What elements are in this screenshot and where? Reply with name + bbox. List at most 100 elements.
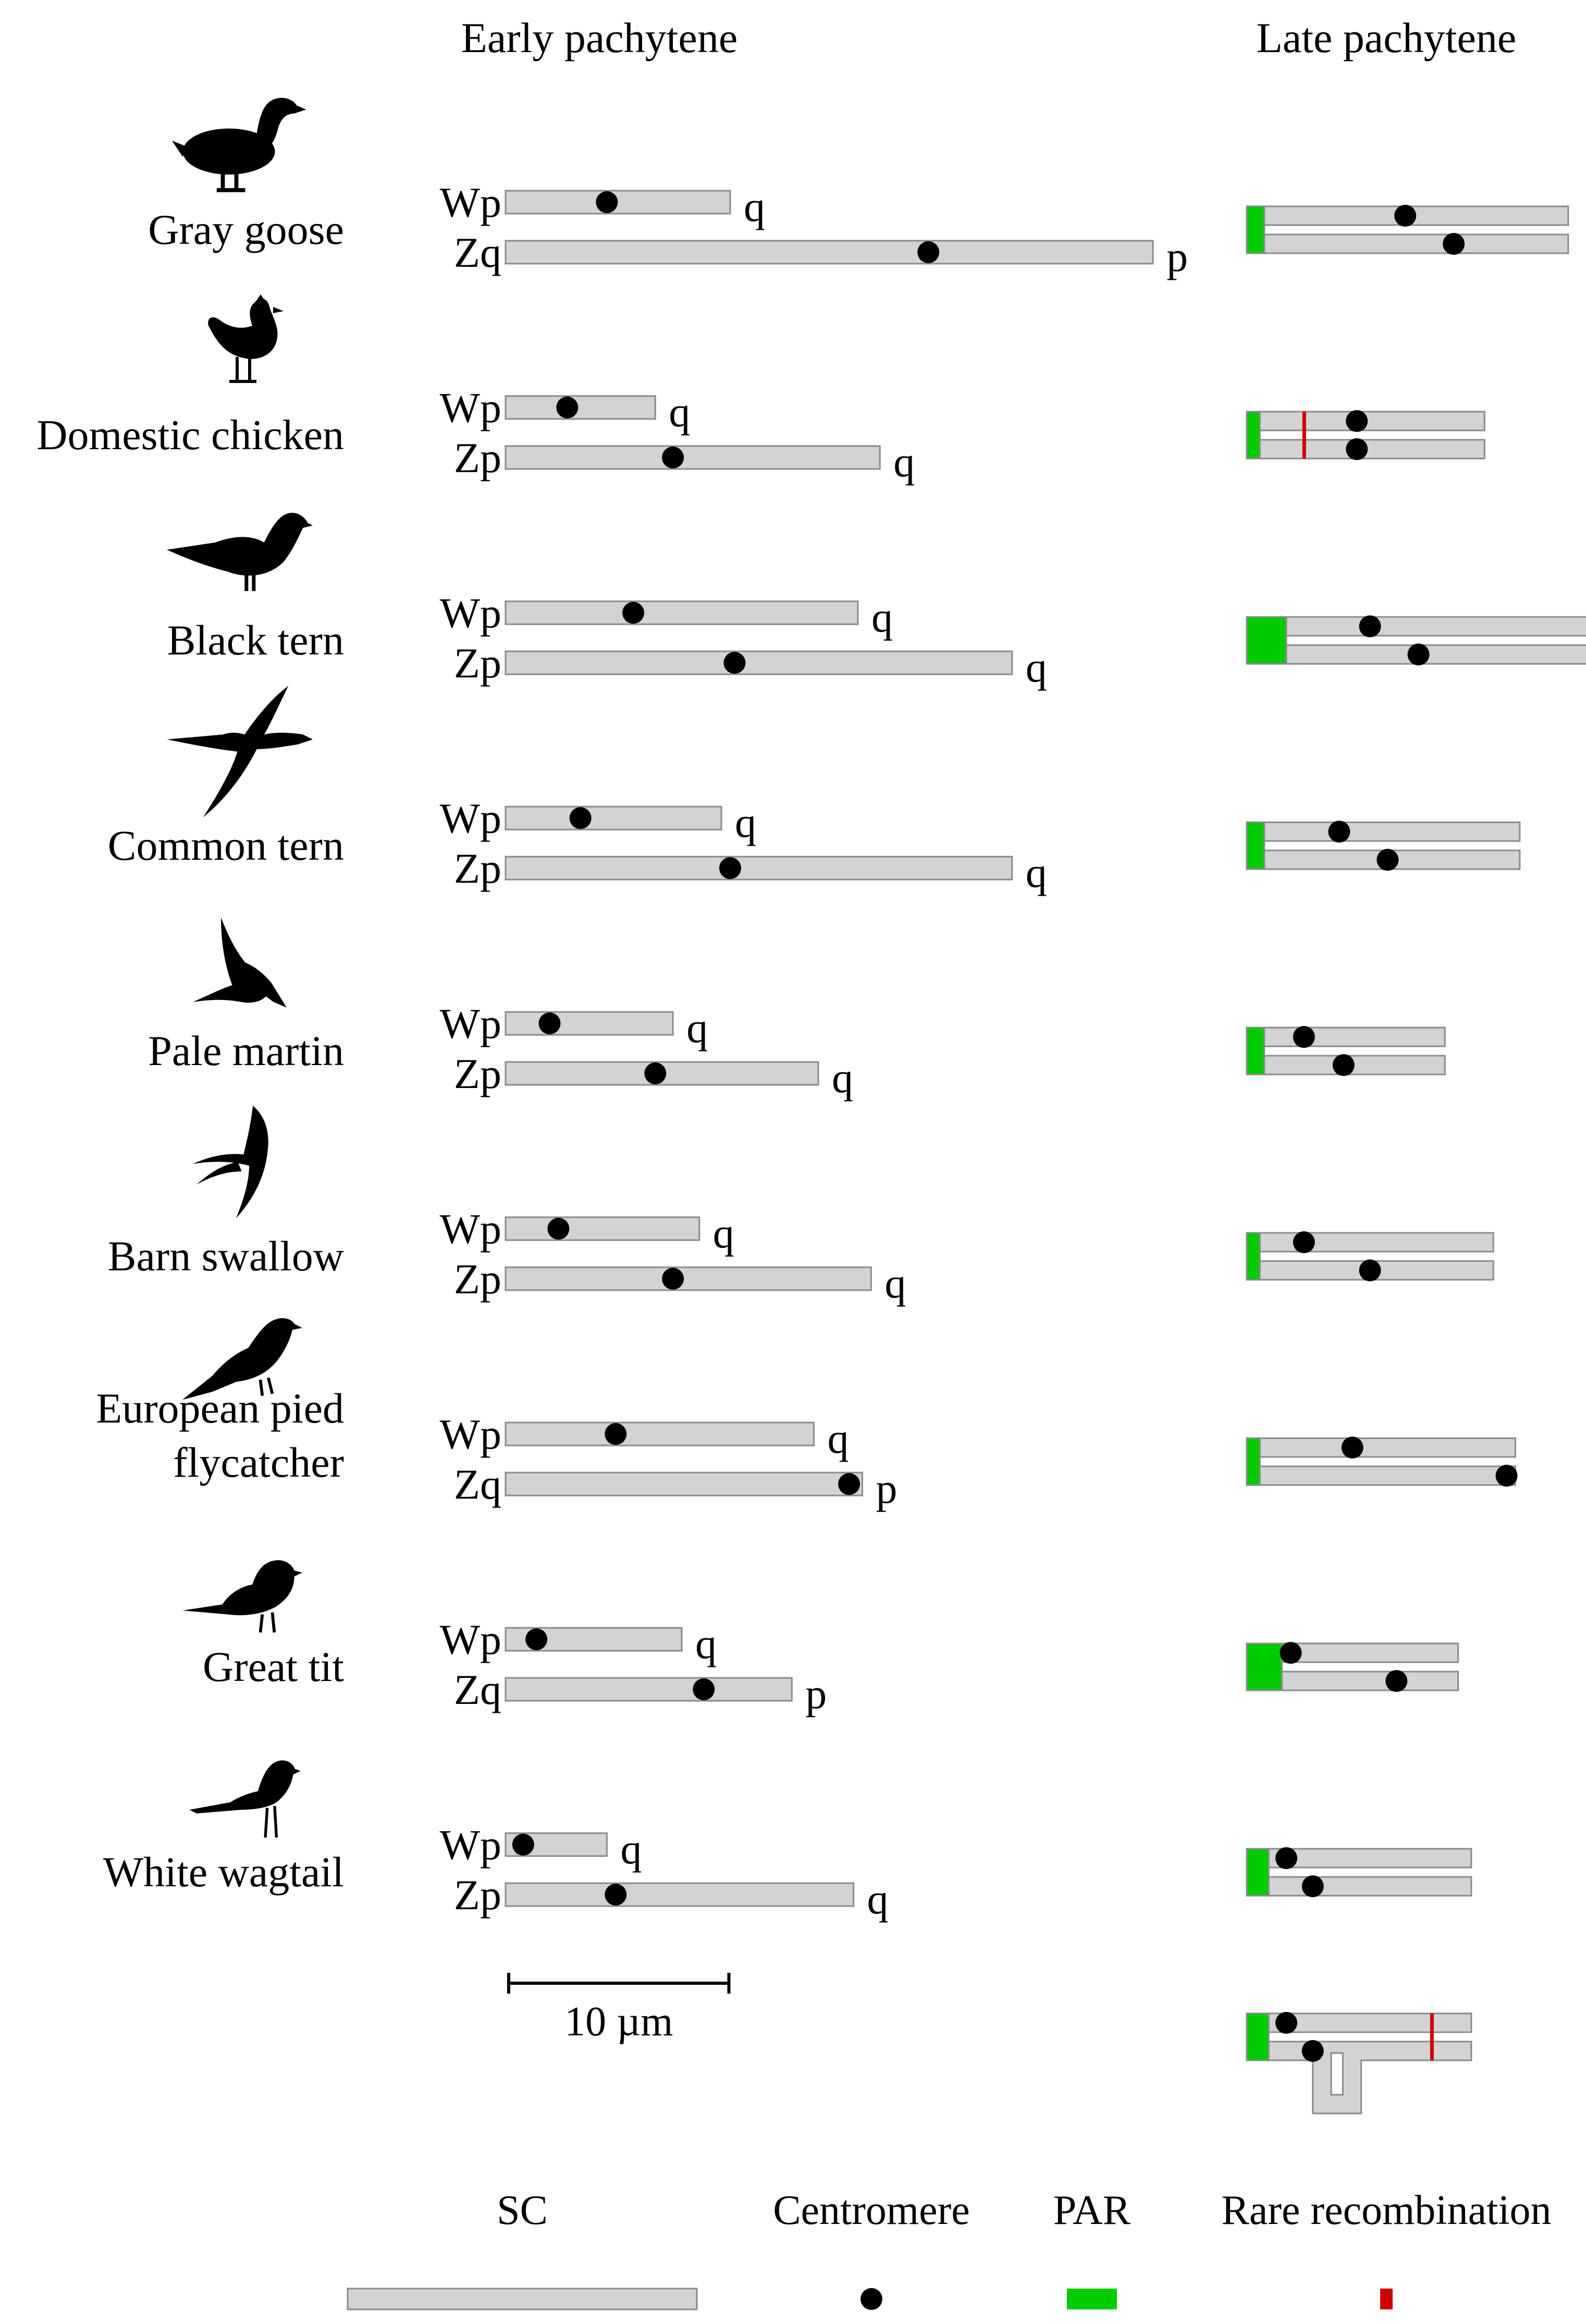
z-arm-end-label: q: [893, 438, 915, 486]
late-w-centromere-dot: [1293, 1026, 1315, 1048]
late-w-centromere-dot: [1341, 1437, 1363, 1458]
late-z-centromere-dot: [1332, 1054, 1355, 1076]
par-region: [1246, 1848, 1270, 1897]
barn-swallow-silhouette-icon: [193, 1106, 268, 1218]
z-arm-end-label: p: [1166, 233, 1188, 280]
species-row: European pied flycatcher Wp q Zq p: [96, 1318, 1518, 1512]
common-tern-silhouette-icon: [167, 686, 313, 818]
header-early-pachytene: Early pachytene: [461, 14, 737, 61]
z-centromere-dot: [644, 1062, 667, 1084]
w-arm-end-label: q: [828, 1415, 849, 1462]
z-chromosome-label: Zp: [454, 1255, 501, 1303]
legend-centromere-swatch: [860, 2288, 882, 2310]
z-centromere-dot: [693, 1678, 715, 1700]
w-arm-end-label: q: [669, 388, 690, 436]
legend-label: SC: [497, 2187, 548, 2233]
species-name: Domestic chicken: [36, 411, 344, 459]
late-z-centromere-dot: [1443, 233, 1465, 255]
w-centromere-dot: [605, 1423, 627, 1445]
w-chromosome-label: Wp: [440, 795, 501, 842]
species-name: European pied: [96, 1384, 344, 1432]
w-arm-end-label: q: [871, 594, 893, 641]
late-z-centromere-dot: [1359, 1259, 1381, 1281]
late-w-bar: [1246, 1437, 1516, 1458]
late-pachytene-loop-diagram: [1246, 2012, 1472, 2115]
w-chromosome-label: Wp: [440, 1821, 501, 1869]
z-synaptonemal-complex-bar: [505, 1266, 872, 1291]
late-z-centromere-dot: [1346, 438, 1368, 460]
species-name: Pale martin: [148, 1027, 344, 1074]
species-row: Great tit Wp q Zq p: [182, 1560, 1459, 1717]
header-late-pachytene: Late pachytene: [1257, 14, 1517, 61]
late-w-bar: [1246, 616, 1586, 637]
par-region: [1246, 2012, 1270, 2061]
legend-label: Rare recombination: [1221, 2187, 1551, 2233]
late-w-centromere-dot: [1394, 205, 1417, 227]
late-w-centromere-dot: [1359, 615, 1381, 637]
w-arm-end-label: q: [695, 1620, 717, 1667]
z-synaptonemal-complex-bar: [505, 650, 1013, 675]
legend-par-swatch: [1067, 2289, 1117, 2309]
goose-silhouette-icon: [172, 97, 306, 192]
loop-z-bar: [1246, 2041, 1472, 2115]
white-wagtail-silhouette-icon: [189, 1760, 300, 1837]
late-z-centromere-dot: [1376, 849, 1399, 871]
late-w-bar: [1246, 1232, 1494, 1253]
species-row: Black tern Wp q Zp q: [167, 513, 1586, 691]
late-w-bar: [1246, 1027, 1446, 1047]
species-name: Great tit: [203, 1643, 344, 1690]
w-centromere-dot: [538, 1012, 561, 1034]
z-centromere-dot: [662, 1268, 684, 1290]
loop-w-centromere-dot: [1275, 2012, 1298, 2034]
late-z-centromere-dot: [1407, 644, 1430, 665]
late-z-bar: [1246, 1876, 1472, 1897]
w-chromosome-label: Wp: [440, 1411, 501, 1458]
late-w-centromere-dot: [1293, 1231, 1315, 1253]
legend-rare-recombination-swatch: [1380, 2289, 1393, 2309]
z-synaptonemal-complex-bar: [505, 1882, 855, 1907]
w-arm-end-label: q: [735, 799, 756, 846]
scale-bar-label: 10 µm: [564, 1999, 673, 2045]
z-chromosome-label: Zq: [454, 1666, 501, 1713]
black-tern-silhouette-icon: [167, 513, 313, 591]
w-chromosome-label: Wp: [440, 589, 501, 637]
legend: SC Centromere PAR Rare recombination: [347, 2187, 1552, 2310]
w-chromosome-label: Wp: [440, 384, 501, 431]
late-z-bar: [1246, 1465, 1516, 1486]
rare-recombination-mark: [1430, 2013, 1434, 2060]
species-row: Gray goose Wp q Zq p: [148, 97, 1569, 280]
w-centromere-dot: [512, 1834, 534, 1856]
w-chromosome-label: Wp: [440, 179, 501, 226]
z-synaptonemal-complex-bar: [505, 240, 1154, 265]
late-z-centromere-dot: [1301, 1875, 1324, 1897]
z-chromosome-label: Zq: [454, 229, 501, 276]
z-arm-end-label: p: [805, 1670, 827, 1717]
par-region: [1246, 821, 1265, 870]
w-chromosome-label: Wp: [440, 1205, 501, 1253]
z-centromere-dot: [723, 652, 746, 674]
legend-label: Centromere: [773, 2187, 970, 2233]
z-chromosome-label: Zq: [454, 1461, 501, 1508]
legend-sc-swatch: [347, 2288, 698, 2310]
z-chromosome-label: Zp: [454, 434, 501, 481]
z-arm-end-label: q: [832, 1054, 853, 1102]
late-w-centromere-dot: [1280, 1642, 1302, 1664]
species-name: White wagtail: [103, 1848, 344, 1896]
z-synaptonemal-complex-bar: [505, 1677, 793, 1702]
species-name: Barn swallow: [108, 1232, 344, 1280]
great-tit-silhouette-icon: [182, 1560, 302, 1633]
z-arm-end-label: q: [867, 1875, 889, 1923]
z-chromosome-label: Zp: [454, 1871, 501, 1919]
z-synaptonemal-complex-bar: [505, 856, 1013, 881]
par-region: [1246, 1642, 1283, 1691]
species-row: Domestic chicken Wp q Zp q: [36, 294, 1485, 486]
z-chromosome-label: Zp: [454, 845, 501, 892]
species-row: Common tern Wp q Zp q: [108, 686, 1521, 896]
z-synaptonemal-complex-bar: [505, 1472, 863, 1497]
w-centromere-dot: [547, 1218, 570, 1240]
z-centromere-dot: [605, 1884, 627, 1906]
chicken-silhouette-icon: [208, 294, 284, 383]
w-synaptonemal-complex-bar: [505, 1216, 700, 1241]
